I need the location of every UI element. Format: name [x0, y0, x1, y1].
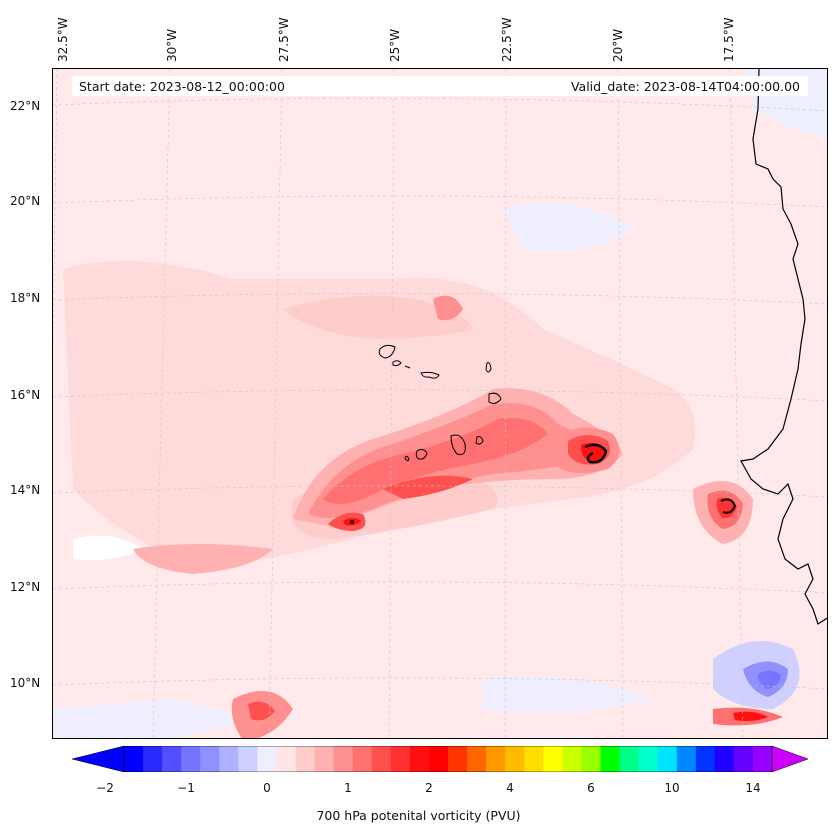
- colorbar-cell: [295, 746, 316, 772]
- lon-label-30w: 30°W: [165, 28, 179, 62]
- pv-negative-region: [73, 535, 143, 561]
- lon-label-17-5w: 17.5°W: [722, 17, 736, 62]
- colorbar-cell: [257, 746, 277, 772]
- pv-positive-region: [733, 711, 768, 721]
- lon-label-20w: 20°W: [611, 28, 625, 62]
- colorbar-cell: [733, 746, 754, 772]
- colorbar-tick-1: 1: [344, 781, 352, 795]
- pv-positive-region: [283, 295, 473, 339]
- lat-label-16n: 16°N: [10, 388, 41, 402]
- lat-label-18n: 18°N: [10, 291, 41, 305]
- pv-contour: [584, 443, 608, 464]
- colorbar-cell: [657, 746, 678, 772]
- pv-negative-region: [53, 699, 253, 738]
- pv-negative-region: [503, 202, 633, 252]
- island-santo-antao: [378, 344, 396, 359]
- colorbar-cell: [524, 746, 544, 772]
- island-sao-nicolau: [420, 371, 440, 379]
- colorbar-cell: [276, 746, 297, 772]
- colorbar-tick-neg1: −1: [177, 781, 195, 795]
- pv-positive-region: [433, 295, 463, 321]
- colorbar-tick-2: 2: [425, 781, 433, 795]
- colorbar-cell: [181, 746, 201, 772]
- pv-negative-region: [758, 670, 781, 689]
- colorbar-cell: [333, 746, 354, 772]
- colorbar-cell: [676, 746, 697, 772]
- colorbar-cell: [752, 746, 773, 772]
- colorbar-label: 700 hPa potenital vorticity (PVU): [316, 808, 521, 823]
- pv-streamer: [323, 418, 548, 504]
- colorbar-tick-neg2: −2: [96, 781, 114, 795]
- colorbar-tick-14: 14: [745, 781, 761, 795]
- pv-negative-region: [483, 676, 653, 713]
- colorbar-cell: [619, 746, 640, 772]
- island-boa-vista: [488, 392, 502, 404]
- colorbar-cell: [124, 746, 144, 772]
- colorbar-cell: [390, 746, 411, 772]
- lon-label-32-5w: 32.5°W: [56, 17, 70, 62]
- colorbar: [72, 746, 808, 772]
- island-fogo: [415, 448, 428, 460]
- colorbar-cell: [143, 746, 163, 772]
- island-maio: [475, 436, 484, 445]
- lon-label-25w: 25°W: [388, 28, 402, 62]
- colorbar-cell: [581, 746, 601, 772]
- lat-label-12n: 12°N: [10, 580, 41, 594]
- colorbar-cell: [371, 746, 392, 772]
- graticule: [53, 69, 827, 738]
- colorbar-cell: [638, 746, 659, 772]
- colorbar-extend-low: [72, 746, 125, 772]
- pv-field-map: [53, 69, 827, 738]
- colorbar-cell: [428, 746, 449, 772]
- valid-date-label: Valid_date: 2023-08-14T04:00:00.00: [570, 79, 800, 94]
- pv-contour: [350, 520, 354, 524]
- pv-positive-region: [248, 701, 275, 721]
- colorbar-cell: [409, 746, 430, 772]
- island-sao-vicente: [392, 360, 402, 367]
- island-brava: [404, 455, 410, 462]
- colorbar-cell: [238, 746, 258, 772]
- colorbar-cell: [562, 746, 582, 772]
- colorbar-cell: [352, 746, 373, 772]
- pv-positive-region: [133, 544, 273, 574]
- lat-label-22n: 22°N: [10, 99, 41, 113]
- pv-contour: [720, 498, 737, 514]
- lat-label-20n: 20°N: [10, 194, 41, 208]
- colorbar-tick-10: 10: [664, 781, 680, 795]
- pv-vortex: [716, 497, 737, 519]
- colorbar-cell: [486, 746, 506, 772]
- start-date-label: Start date: 2023-08-12_00:00:00: [79, 79, 285, 94]
- island-sal: [485, 362, 492, 373]
- colorbar-cell: [314, 746, 335, 772]
- colorbar-cell: [162, 746, 182, 772]
- pv-streamer: [383, 475, 473, 499]
- colorbar-tick-6: 6: [587, 781, 595, 795]
- africa-coastline: [740, 69, 827, 625]
- colorbar-cell: [219, 746, 239, 772]
- pv-positive-region: [63, 261, 696, 569]
- colorbar-cell: [200, 746, 220, 772]
- colorbar-cell: [714, 746, 735, 772]
- colorbar-cell: [505, 746, 525, 772]
- lat-label-10n: 10°N: [10, 676, 41, 690]
- colorbar-cell: [600, 746, 621, 772]
- colorbar-tick-4: 4: [506, 781, 514, 795]
- lon-label-27-5w: 27.5°W: [277, 17, 291, 62]
- colorbar-cell: [467, 746, 487, 772]
- island-santa-luzia: [404, 365, 411, 369]
- colorbar-cell: [695, 746, 716, 772]
- colorbar-cell: [448, 746, 468, 772]
- map-panel[interactable]: [52, 68, 828, 739]
- colorbar-tick-0: 0: [263, 781, 271, 795]
- colorbar-cell: [543, 746, 563, 772]
- island-santiago: [450, 434, 466, 455]
- lat-label-14n: 14°N: [10, 483, 41, 497]
- lon-label-22-5w: 22.5°W: [500, 17, 514, 62]
- header-band: [72, 76, 808, 96]
- colorbar-extend-high: [771, 746, 808, 772]
